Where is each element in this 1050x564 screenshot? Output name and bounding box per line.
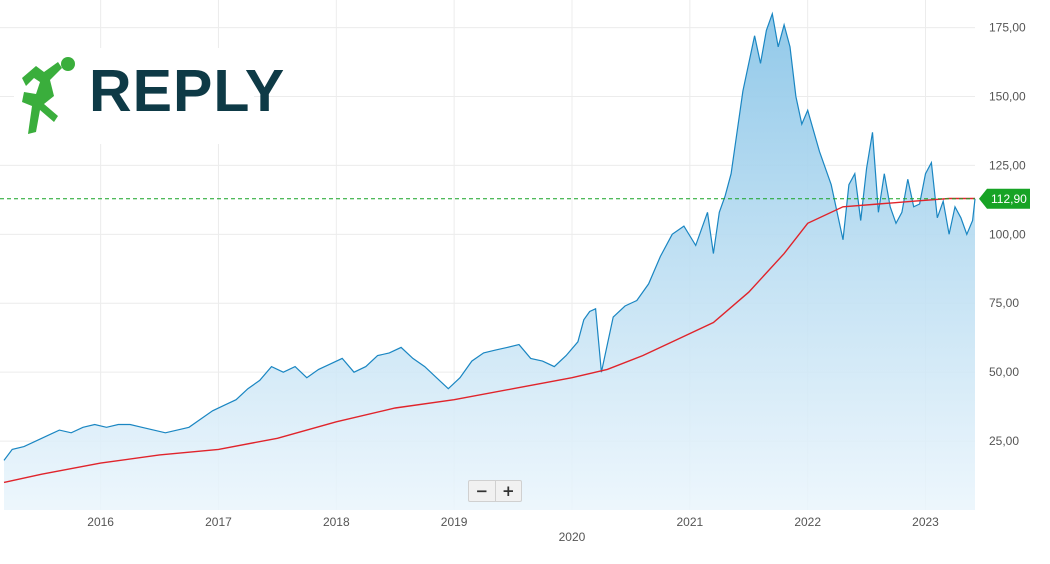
x-tick-label: 2017 [205,515,232,529]
y-tick-label: 50,00 [989,365,1019,379]
x-tick-label: 2019 [441,515,468,529]
x-tick-label: 2021 [676,515,703,529]
price-series-line [3,11,976,461]
current-price-marker: 112,90 [979,188,1030,209]
y-tick-label: 25,00 [989,434,1019,448]
y-tick-label: 125,00 [989,158,1026,172]
zoom-control: − + [468,480,522,502]
y-tick-label: 100,00 [989,227,1026,241]
x-tick-label: 2022 [794,515,821,529]
moving-average-line [3,197,975,484]
zoom-in-button[interactable]: + [494,481,522,501]
price-area-fill [4,13,975,511]
runner-figure-icon [22,57,75,134]
x-tick-label: 2016 [87,515,114,529]
x-tick-label: 2023 [912,515,939,529]
current-price-badge [979,188,1030,209]
reply-logo: REPLY [14,48,284,144]
current-price-label: 112,90 [991,192,1027,206]
x-tick-label: 2020 [559,530,586,544]
y-axis-labels: 25,00 50,00 75,00 100,00 125,00 150,00 175,00 [989,21,1026,449]
y-tick-label: 175,00 [989,21,1026,35]
y-tick-label: 75,00 [989,296,1019,310]
x-axis-labels: 2016 2017 2018 2019 2020 2021 2022 2023 [87,515,939,544]
x-tick-label: 2018 [323,515,350,529]
logo-text: REPLY [89,58,286,124]
zoom-out-button[interactable]: − [475,482,489,500]
y-tick-label: 150,00 [989,89,1026,103]
